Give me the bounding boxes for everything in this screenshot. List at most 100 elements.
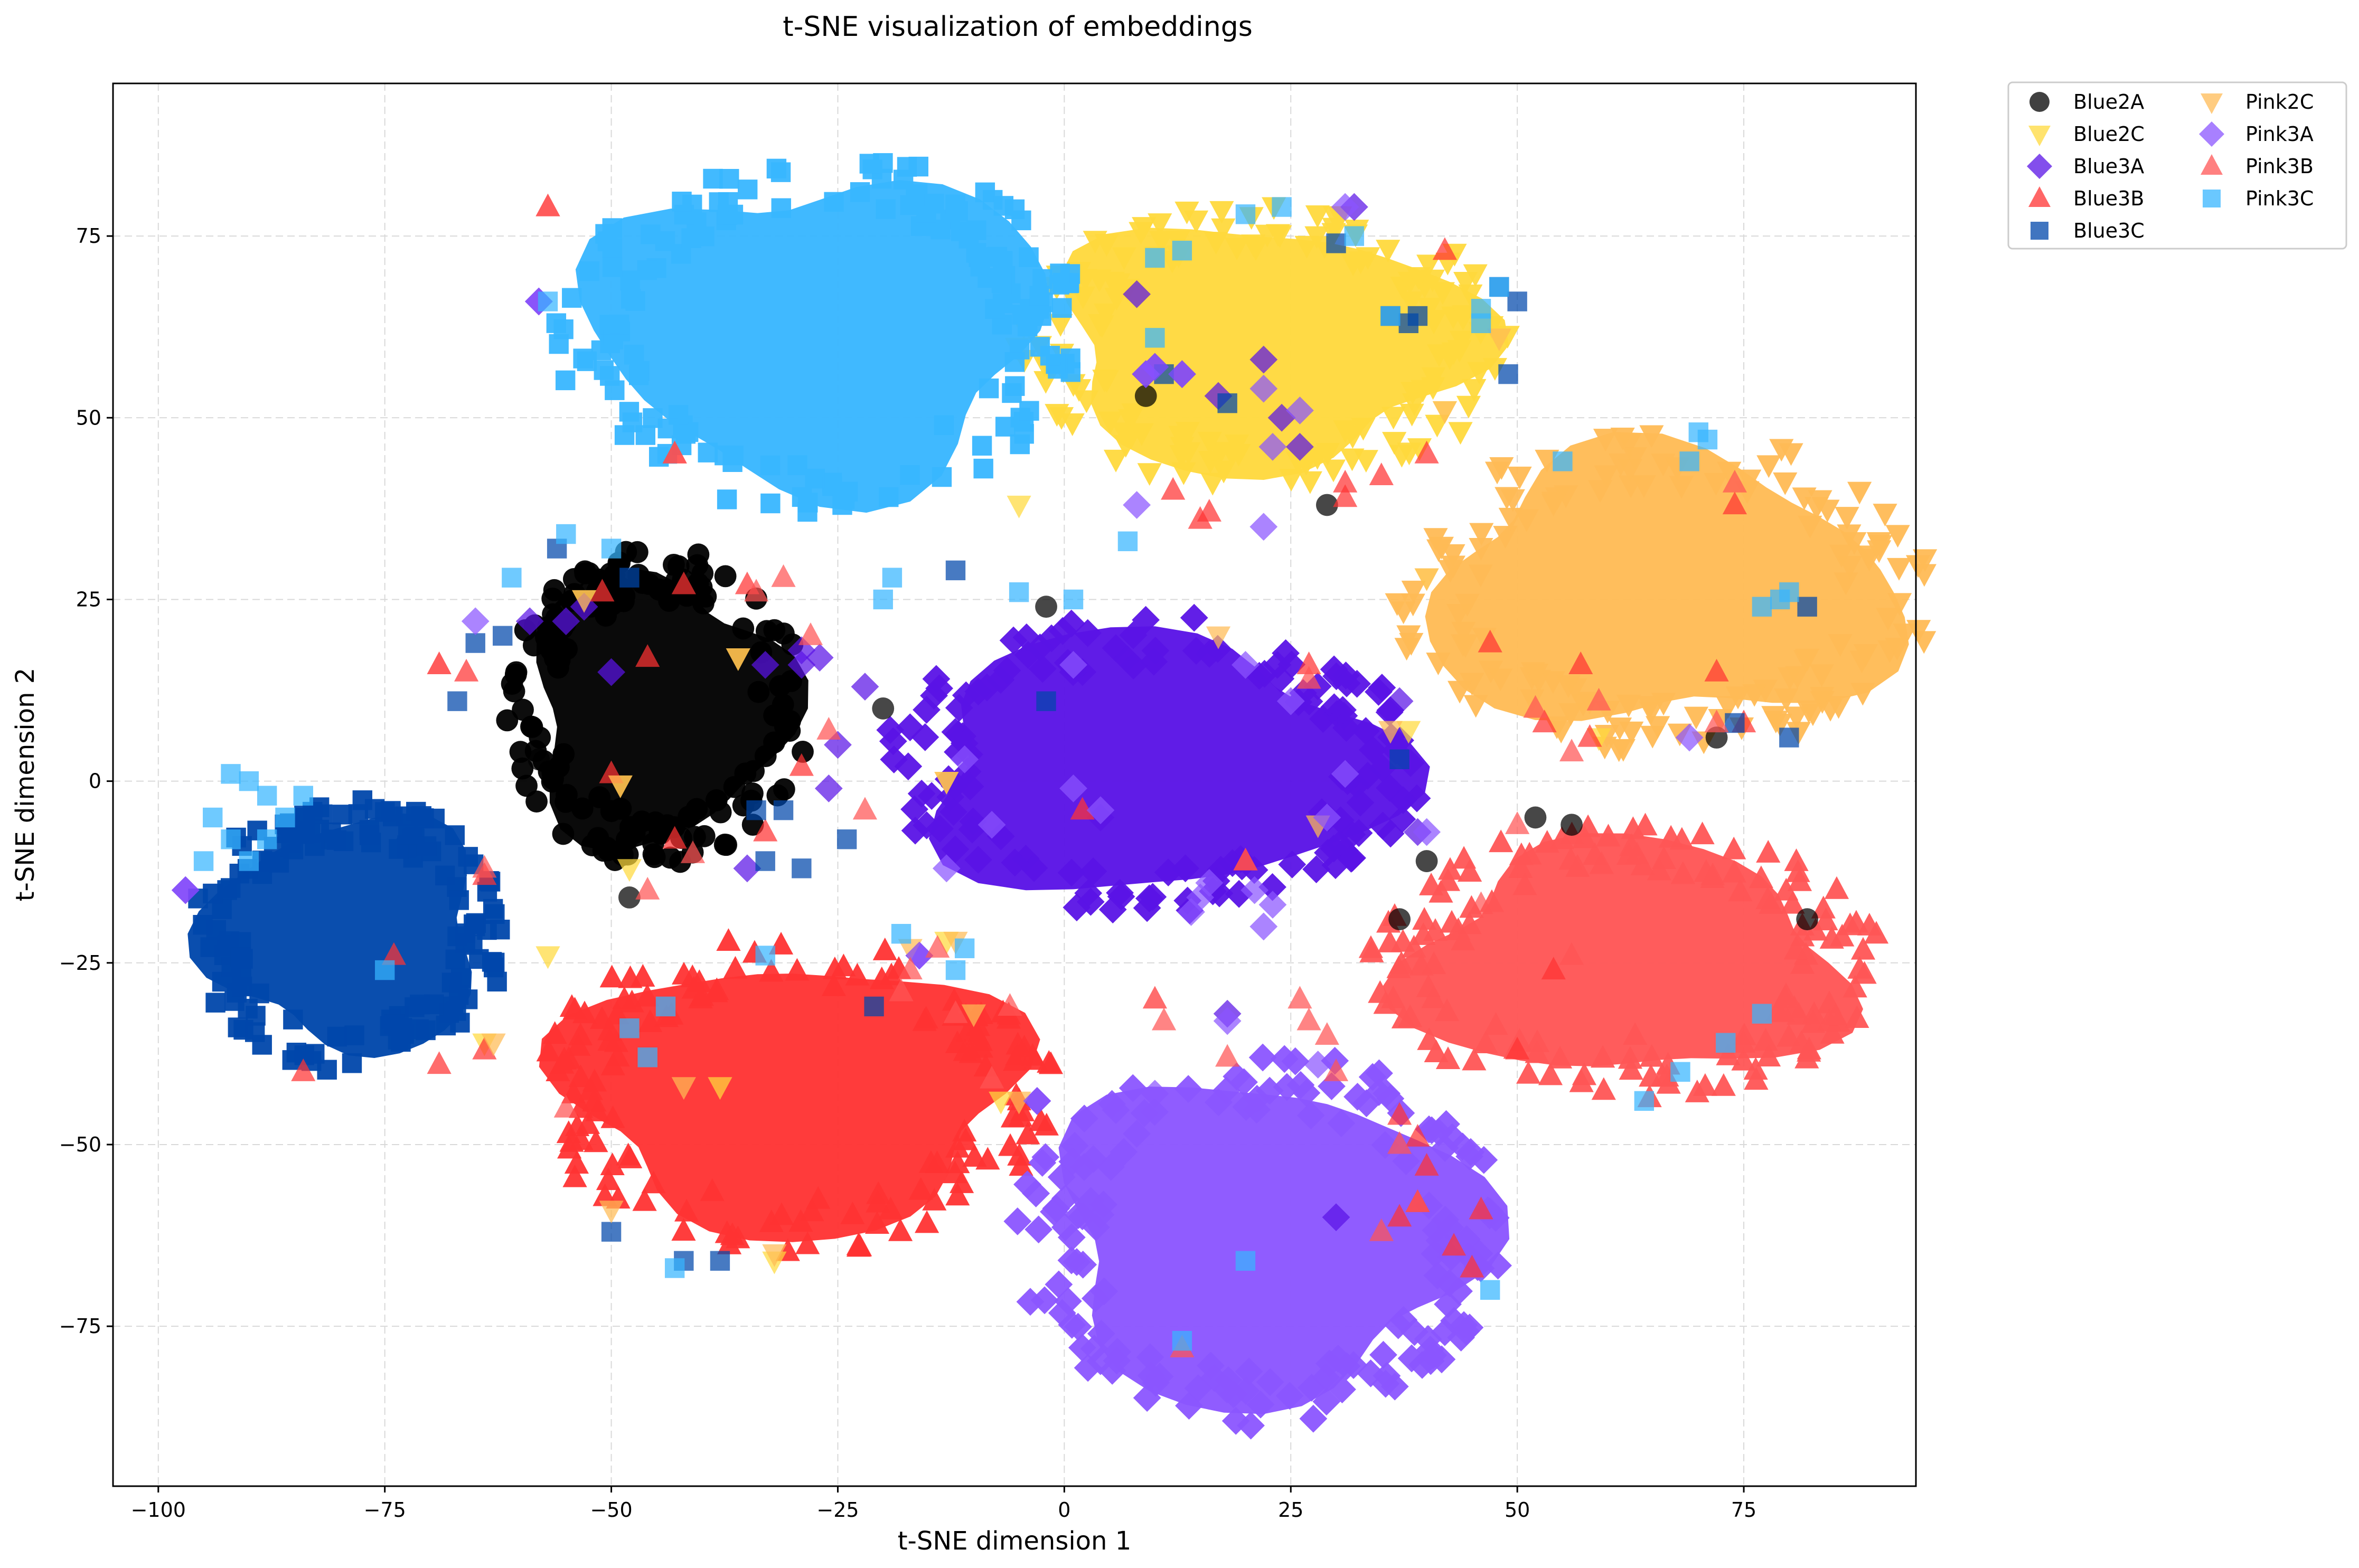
outlier-point (617, 859, 642, 882)
outlier-point (1387, 1204, 1412, 1227)
data-point (1469, 538, 1493, 561)
data-point (1401, 593, 1425, 617)
outlier-point (1480, 1280, 1500, 1300)
outlier-point (710, 1251, 730, 1271)
outlier-point (978, 810, 1006, 839)
data-point (915, 1210, 939, 1233)
data-point (1591, 1077, 1616, 1100)
data-point (1295, 687, 1323, 716)
outlier-point (1716, 1033, 1736, 1053)
data-point (1340, 426, 1365, 449)
data-point (1867, 540, 1892, 563)
data-point (763, 704, 786, 727)
data-point (1211, 460, 1236, 484)
data-point (1640, 725, 1665, 749)
outliers-pink3a (171, 193, 1704, 1115)
outlier-point (1035, 596, 1057, 618)
data-point (1094, 303, 1119, 326)
outlier-point (664, 1258, 685, 1278)
outlier-point (427, 1051, 452, 1074)
data-point (1175, 1392, 1203, 1420)
outlier-point (954, 938, 975, 958)
outlier-point (1469, 891, 1493, 914)
outlier-point (293, 786, 313, 806)
data-point (975, 1147, 1000, 1170)
data-point (964, 846, 992, 874)
data-point (1094, 234, 1119, 257)
outlier-point (1023, 1087, 1051, 1115)
data-point (449, 890, 469, 910)
data-point (1321, 851, 1350, 880)
outlier-point (1634, 1091, 1655, 1111)
outlier-point (1249, 513, 1278, 541)
data-point (1456, 395, 1481, 419)
outlier-point (1586, 687, 1611, 711)
data-point (1141, 637, 1170, 665)
data-point (1406, 267, 1431, 290)
data-point (671, 961, 697, 985)
data-point (228, 1017, 248, 1037)
outlier-point (1441, 1233, 1467, 1256)
data-point (487, 971, 507, 992)
legend-label: Blue3C (2073, 219, 2145, 242)
data-point (805, 468, 825, 489)
outlier-point (635, 644, 660, 667)
outlier-point (572, 590, 597, 613)
data-point (1596, 824, 1621, 847)
data-point (687, 969, 712, 992)
outlier-point (1387, 1131, 1412, 1154)
data-point (1315, 442, 1340, 466)
outlier-point (1296, 1007, 1321, 1031)
data-point (792, 487, 812, 507)
data-point (550, 1051, 575, 1074)
data-point (1069, 1250, 1097, 1279)
series-blue3c (187, 790, 510, 1080)
outlier-point (1145, 328, 1165, 348)
data-point (1774, 688, 1799, 711)
data-point (998, 1133, 1023, 1156)
outlier-point (528, 748, 550, 771)
series-blue3b (536, 928, 1064, 1261)
outlier-point (1553, 451, 1573, 471)
outlier-point (792, 858, 812, 879)
outlier-point (1036, 691, 1056, 711)
outlier-point (1296, 666, 1321, 689)
data-point (1402, 934, 1426, 958)
data-point (879, 727, 907, 755)
data-point (1385, 593, 1409, 616)
data-point (568, 1023, 593, 1046)
data-point (445, 949, 465, 969)
data-point (824, 192, 844, 212)
data-point (1068, 1202, 1096, 1231)
data-point (574, 560, 596, 583)
data-point (672, 192, 692, 212)
outlier-point (1331, 193, 1359, 221)
data-point (1326, 830, 1354, 858)
data-point (969, 1035, 993, 1058)
data-point (705, 789, 728, 811)
data-point (1025, 1215, 1053, 1244)
data-point (1622, 447, 1647, 470)
data-point (604, 1029, 629, 1052)
data-point (443, 996, 464, 1016)
data-point (600, 366, 620, 386)
x-tick-label: 50 (1505, 1498, 1530, 1522)
data-point (1416, 1335, 1444, 1364)
outlier-point (1432, 237, 1457, 260)
cluster-blob (1425, 432, 1909, 721)
data-point (509, 741, 532, 763)
data-point (888, 1218, 913, 1241)
data-point (1298, 471, 1322, 494)
outlier-point (1378, 721, 1403, 744)
outlier-point (601, 539, 622, 559)
data-point (1823, 1003, 1848, 1026)
data-point (1452, 305, 1477, 328)
outlier-point (708, 1077, 732, 1100)
data-point (1744, 1067, 1769, 1090)
outlier-point (635, 876, 660, 900)
outlier-point (1235, 204, 1256, 224)
data-point (1467, 362, 1492, 385)
outlier-point (221, 764, 241, 784)
data-point (1704, 473, 1728, 496)
outlier-point (1451, 928, 1475, 951)
